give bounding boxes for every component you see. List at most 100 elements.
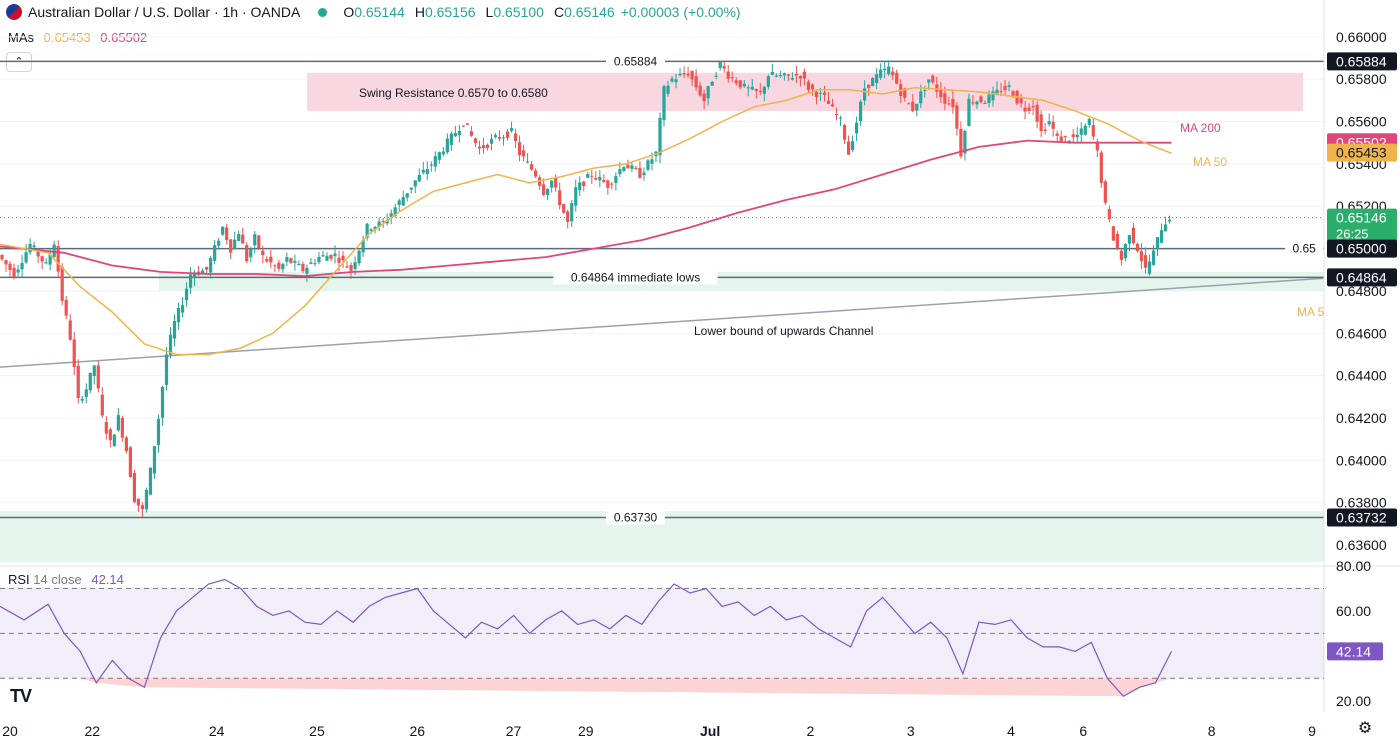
candle-body [983, 102, 987, 104]
price-tag [1327, 239, 1397, 258]
candle-body [305, 267, 309, 274]
candle-body [477, 146, 482, 149]
ma-label: MA 200 [1180, 121, 1221, 135]
candle-body [590, 175, 594, 177]
candle-body [802, 71, 807, 79]
candle-body [449, 133, 453, 145]
price-tag-text: 0.65146 [1336, 210, 1387, 226]
candle-body [987, 94, 991, 104]
candle-body [48, 254, 52, 265]
candle-body [369, 229, 373, 231]
candle-body [152, 446, 157, 474]
candle-body [754, 89, 758, 91]
candle-body [525, 161, 530, 163]
open-value: 0.65144 [354, 4, 405, 20]
time-tick-label: 8 [1208, 723, 1216, 739]
candle-body [321, 255, 325, 257]
candle-body [963, 130, 967, 154]
candle-body [895, 72, 899, 84]
candle-body [582, 181, 586, 187]
candle-body [1031, 106, 1035, 108]
candle-body [405, 193, 409, 198]
candle-body [365, 223, 369, 238]
time-tick-label: 29 [578, 723, 594, 739]
ma-legend[interactable]: MAs 0.65453 0.65502 [8, 30, 147, 45]
candle-body [610, 183, 614, 185]
candle-body [642, 172, 646, 176]
candle-body [341, 255, 345, 261]
candle-body [1115, 233, 1119, 249]
chart-header: Australian Dollar / U.S. Dollar · 1h · O… [6, 4, 741, 20]
candle-body [325, 256, 329, 261]
candle-body [670, 78, 674, 82]
low-label: L [485, 4, 494, 20]
candle-body [164, 354, 169, 385]
candle-body [1123, 244, 1127, 259]
candle-body [285, 257, 289, 262]
ma-label: MA 50 [1193, 155, 1227, 169]
candle-body [201, 270, 205, 275]
hline-label: 0.63730 [614, 511, 658, 525]
candle-body [726, 71, 730, 79]
candle-body [44, 262, 48, 264]
candle-body [626, 164, 630, 169]
price-tag [1327, 208, 1397, 243]
candle-body [915, 103, 919, 111]
candle-body [923, 89, 927, 91]
candle-body [237, 233, 241, 241]
rsi-pane[interactable]: 80.00 60.00 20.00 42.14 [0, 558, 1400, 709]
candle-body [686, 73, 690, 76]
candle-body [871, 78, 875, 87]
candle-body [891, 71, 895, 76]
candle-body [822, 92, 827, 95]
ma50-line [0, 86, 1172, 356]
candle-body [1067, 140, 1071, 142]
settings-gear-icon[interactable]: ⚙ [1357, 720, 1373, 737]
candle-body [16, 269, 20, 273]
candle-body [245, 245, 249, 262]
rsi-params: 14 close [33, 572, 82, 587]
time-axis[interactable]: 20 22 24 25 26 27 29 Jul 2 3 4 6 8 9 [2, 723, 1316, 739]
zone-label: Swing Resistance 0.6570 to 0.6580 [359, 86, 548, 100]
price-tag [1327, 268, 1397, 287]
candle-body [24, 252, 28, 263]
price-tag [1327, 52, 1397, 71]
candle-body [281, 263, 285, 270]
candle-body [1043, 129, 1047, 131]
rsi-legend[interactable]: RSI 14 close 42.14 [8, 572, 124, 587]
candle-body [1055, 133, 1059, 136]
candle-body [417, 174, 421, 182]
candle-body [100, 394, 104, 416]
candle-body [413, 180, 417, 187]
candle-body [505, 131, 510, 138]
symbol-title[interactable]: Australian Dollar / U.S. Dollar · 1h · O… [28, 4, 301, 20]
candle-body [293, 260, 297, 263]
candle-body [1011, 91, 1015, 98]
candle-body [790, 78, 794, 80]
candle-body [778, 75, 782, 77]
candle-body [96, 365, 100, 389]
rsi-value-tag [1327, 642, 1383, 661]
tradingview-logo-icon[interactable]: TV [10, 686, 32, 706]
candle-body [409, 187, 413, 190]
candle-body [176, 307, 181, 323]
candle-body [156, 419, 161, 445]
hline-label-bg [1285, 240, 1324, 256]
candle-body [935, 84, 939, 92]
candle-body [373, 226, 377, 230]
candle-body [168, 334, 173, 355]
candle-body [249, 248, 253, 258]
candle-body [1019, 98, 1023, 104]
candle-body [919, 91, 923, 104]
time-tick-label: Jul [700, 723, 720, 739]
candle-body [562, 204, 566, 213]
candle-body [846, 141, 851, 155]
candle-body [574, 187, 578, 206]
candle-body [485, 144, 490, 148]
candle-body [1099, 152, 1103, 183]
candle-body [0, 255, 4, 260]
candle-body [806, 81, 811, 90]
candle-body [863, 88, 867, 101]
candle-body [297, 264, 301, 266]
